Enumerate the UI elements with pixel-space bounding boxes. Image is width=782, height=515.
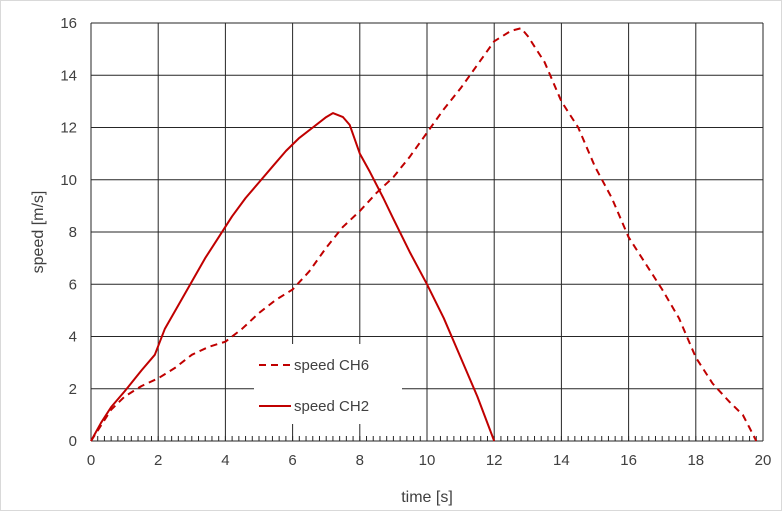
- y-tick-label: 8: [69, 224, 77, 241]
- y-tick-label: 14: [60, 67, 77, 84]
- y-tick-label: 6: [69, 276, 77, 293]
- y-axis-title: speed [m/s]: [30, 191, 47, 274]
- y-tick-label: 16: [60, 15, 77, 32]
- x-tick-label: 12: [486, 452, 503, 469]
- y-tick-label: 12: [60, 120, 77, 137]
- x-tick-label: 4: [221, 452, 229, 469]
- x-tick-label: 20: [755, 452, 772, 469]
- x-minor-ticks: [90, 436, 764, 441]
- y-tick-label: 0: [69, 433, 77, 450]
- x-tick-label: 2: [154, 452, 162, 469]
- y-tick-labels: 0 2 4 6 8 10 12 14 16: [60, 15, 77, 450]
- x-tick-label: 0: [87, 452, 95, 469]
- legend: speed CH6 speed CH2: [254, 344, 402, 424]
- x-tick-label: 8: [356, 452, 364, 469]
- x-tick-labels: 0 2 4 6 8 10 12 14 16 18 20: [87, 452, 772, 469]
- y-tick-label: 10: [60, 172, 77, 189]
- series-ch6-line: [90, 27, 758, 442]
- x-tick-label: 18: [687, 452, 704, 469]
- series-ch2-line: [90, 112, 496, 442]
- x-tick-label: 10: [419, 452, 436, 469]
- x-tick-label: 14: [553, 452, 570, 469]
- x-axis-title: time [s]: [401, 489, 453, 506]
- y-tick-label: 4: [69, 329, 77, 346]
- y-tick-label: 2: [69, 381, 77, 398]
- x-tick-label: 16: [620, 452, 637, 469]
- x-tick-label: 6: [288, 452, 296, 469]
- legend-background: [254, 344, 402, 424]
- legend-label-ch2: speed CH2: [294, 398, 369, 415]
- series-layer: [90, 27, 758, 442]
- legend-label-ch6: speed CH6: [294, 357, 369, 374]
- gridlines: [90, 22, 764, 442]
